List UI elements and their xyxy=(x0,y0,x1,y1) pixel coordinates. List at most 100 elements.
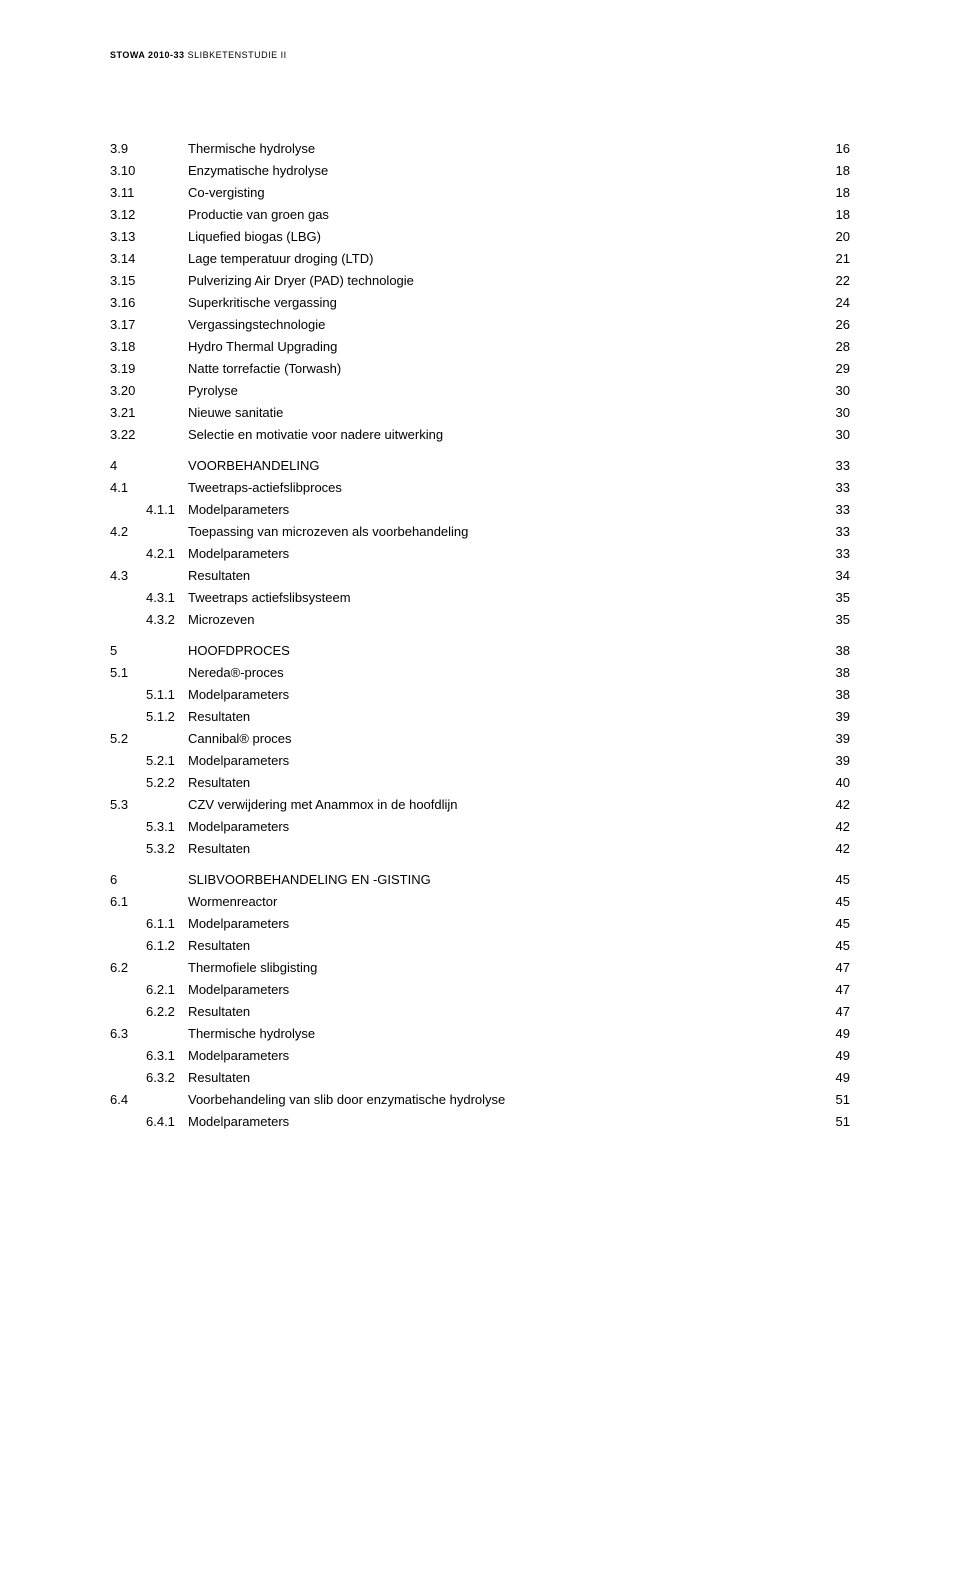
toc-entry: 4.3Resultaten34 xyxy=(110,569,850,582)
toc-entry-page: 18 xyxy=(810,208,850,221)
toc-entry: 3.10Enzymatische hydrolyse18 xyxy=(110,164,850,177)
toc-entry-number: 3.10 xyxy=(110,164,188,177)
running-header: STOWA 2010-33 SLIBKETENSTUDIE II xyxy=(110,50,850,60)
toc-entry-number: 5.1.1 xyxy=(110,688,188,701)
toc-entry-title: Thermische hydrolyse xyxy=(188,142,810,155)
toc-entry-title: Productie van groen gas xyxy=(188,208,810,221)
toc-entry: 3.22Selectie en motivatie voor nadere ui… xyxy=(110,428,850,441)
toc-entry-page: 21 xyxy=(810,252,850,265)
toc-entry-number: 6.2.2 xyxy=(110,1005,188,1018)
toc-entry-title: Resultaten xyxy=(188,939,810,952)
toc-entry-number: 4 xyxy=(110,459,188,472)
toc-entry: 3.15Pulverizing Air Dryer (PAD) technolo… xyxy=(110,274,850,287)
toc-entry: 4VOORBEHANDELING33 xyxy=(110,459,850,472)
toc-entry: 3.19Natte torrefactie (Torwash)29 xyxy=(110,362,850,375)
toc-entry-title: Hydro Thermal Upgrading xyxy=(188,340,810,353)
toc-entry: 3.13Liquefied biogas (LBG)20 xyxy=(110,230,850,243)
toc-entry-page: 38 xyxy=(810,688,850,701)
toc-entry-page: 51 xyxy=(810,1093,850,1106)
toc-entry-title: Nereda®-proces xyxy=(188,666,810,679)
toc-entry: 6.3.1Modelparameters49 xyxy=(110,1049,850,1062)
toc-entry-number: 6.1.1 xyxy=(110,917,188,930)
toc-entry-title: Thermische hydrolyse xyxy=(188,1027,810,1040)
toc-entry-title: Co-vergisting xyxy=(188,186,810,199)
toc-entry-title: Thermofiele slibgisting xyxy=(188,961,810,974)
toc-entry-title: Modelparameters xyxy=(188,754,810,767)
toc-entry-number: 3.15 xyxy=(110,274,188,287)
toc-entry-title: Modelparameters xyxy=(188,688,810,701)
toc-entry-number: 4.1.1 xyxy=(110,503,188,516)
toc-entry-number: 5.3.1 xyxy=(110,820,188,833)
toc-entry-title: Resultaten xyxy=(188,710,810,723)
toc-entry-number: 3.21 xyxy=(110,406,188,419)
toc-entry: 6.4Voorbehandeling van slib door enzymat… xyxy=(110,1093,850,1106)
toc-entry: 6.2.2Resultaten47 xyxy=(110,1005,850,1018)
toc-entry-title: Resultaten xyxy=(188,1071,810,1084)
toc-entry-title: HOOFDPROCES xyxy=(188,644,810,657)
toc-entry-number: 5.1.2 xyxy=(110,710,188,723)
toc-entry-number: 6.3.2 xyxy=(110,1071,188,1084)
toc-entry-number: 5.3 xyxy=(110,798,188,811)
toc-entry-page: 47 xyxy=(810,1005,850,1018)
toc-entry: 4.3.1Tweetraps actiefslibsysteem35 xyxy=(110,591,850,604)
toc-entry-title: Resultaten xyxy=(188,842,810,855)
toc-entry-number: 5.2.2 xyxy=(110,776,188,789)
toc-entry: 3.12Productie van groen gas18 xyxy=(110,208,850,221)
toc-entry-number: 6.4.1 xyxy=(110,1115,188,1128)
toc-entry-page: 49 xyxy=(810,1071,850,1084)
toc-entry: 6.2Thermofiele slibgisting47 xyxy=(110,961,850,974)
toc-entry-page: 30 xyxy=(810,428,850,441)
toc-entry-page: 45 xyxy=(810,917,850,930)
toc-entry: 3.11Co-vergisting18 xyxy=(110,186,850,199)
toc-entry-title: Modelparameters xyxy=(188,1049,810,1062)
toc-entry-title: Resultaten xyxy=(188,569,810,582)
toc-entry-title: SLIBVOORBEHANDELING EN -GISTING xyxy=(188,873,810,886)
toc-entry-title: Superkritische vergassing xyxy=(188,296,810,309)
toc-entry-page: 34 xyxy=(810,569,850,582)
toc-entry-title: Tweetraps actiefslibsysteem xyxy=(188,591,810,604)
toc-entry-title: Pulverizing Air Dryer (PAD) technologie xyxy=(188,274,810,287)
toc-entry-title: Toepassing van microzeven als voorbehand… xyxy=(188,525,810,538)
toc-entry-page: 16 xyxy=(810,142,850,155)
toc-entry-page: 47 xyxy=(810,961,850,974)
toc-entry-page: 29 xyxy=(810,362,850,375)
toc-entry-number: 3.14 xyxy=(110,252,188,265)
toc-entry-page: 35 xyxy=(810,613,850,626)
toc-entry: 4.2Toepassing van microzeven als voorbeh… xyxy=(110,525,850,538)
toc-entry-number: 6.3 xyxy=(110,1027,188,1040)
toc-entry-number: 6.3.1 xyxy=(110,1049,188,1062)
toc-entry-number: 3.22 xyxy=(110,428,188,441)
toc-entry: 3.17Vergassingstechnologie26 xyxy=(110,318,850,331)
toc-entry-page: 18 xyxy=(810,186,850,199)
header-report-title: SLIBKETENSTUDIE II xyxy=(188,50,287,60)
toc-entry-page: 45 xyxy=(810,873,850,886)
toc-entry: 6.3Thermische hydrolyse49 xyxy=(110,1027,850,1040)
toc-entry: 6.1Wormenreactor45 xyxy=(110,895,850,908)
toc-entry-number: 3.16 xyxy=(110,296,188,309)
toc-entry-page: 49 xyxy=(810,1027,850,1040)
table-of-contents: 3.9Thermische hydrolyse163.10Enzymatisch… xyxy=(110,142,850,1128)
toc-entry-page: 42 xyxy=(810,842,850,855)
toc-entry-page: 47 xyxy=(810,983,850,996)
toc-entry-page: 39 xyxy=(810,732,850,745)
toc-entry-page: 33 xyxy=(810,503,850,516)
toc-entry: 3.18Hydro Thermal Upgrading28 xyxy=(110,340,850,353)
toc-entry-page: 24 xyxy=(810,296,850,309)
toc-entry-title: Pyrolyse xyxy=(188,384,810,397)
toc-entry-page: 28 xyxy=(810,340,850,353)
toc-entry-number: 3.20 xyxy=(110,384,188,397)
toc-entry: 5.3CZV verwijdering met Anammox in de ho… xyxy=(110,798,850,811)
toc-entry-number: 4.3.1 xyxy=(110,591,188,604)
toc-entry-title: Modelparameters xyxy=(188,1115,810,1128)
toc-entry-page: 45 xyxy=(810,895,850,908)
toc-entry: 6.1.1Modelparameters45 xyxy=(110,917,850,930)
toc-entry-page: 20 xyxy=(810,230,850,243)
toc-entry: 4.1Tweetraps-actiefslibproces33 xyxy=(110,481,850,494)
toc-entry-number: 5.2.1 xyxy=(110,754,188,767)
toc-entry-number: 4.2.1 xyxy=(110,547,188,560)
header-report-id: STOWA 2010-33 xyxy=(110,50,185,60)
toc-entry: 5.1Nereda®-proces38 xyxy=(110,666,850,679)
toc-entry-number: 3.17 xyxy=(110,318,188,331)
toc-entry-page: 49 xyxy=(810,1049,850,1062)
toc-entry: 5.1.2Resultaten39 xyxy=(110,710,850,723)
